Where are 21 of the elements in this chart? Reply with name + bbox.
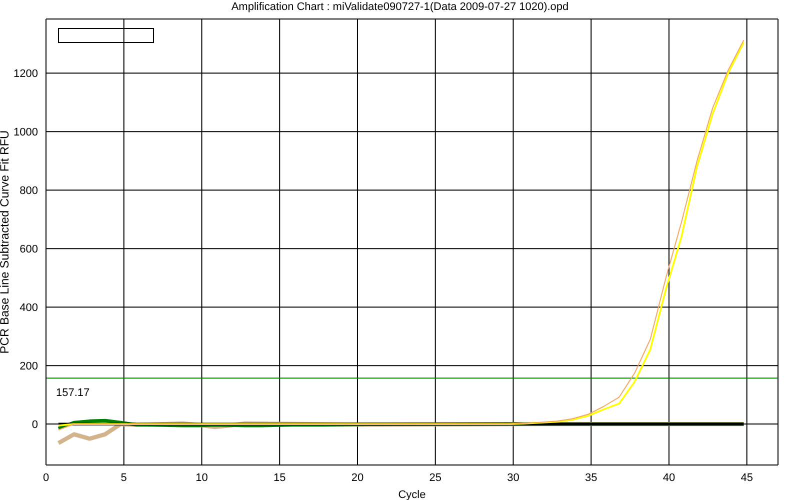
- x-tick-label: 45: [740, 472, 753, 484]
- x-tick-label: 20: [351, 472, 364, 484]
- ref-line-label: 157.17: [56, 386, 90, 399]
- x-tick-label: 40: [662, 472, 676, 484]
- x-tick-label: 10: [196, 472, 208, 484]
- y-tick-label: 800: [20, 184, 38, 197]
- x-axis-title: Cycle: [398, 489, 426, 500]
- y-tick-label: 400: [20, 302, 38, 314]
- y-axis-title: PCR Base Line Subtracted Curve Fit RFU: [0, 130, 12, 354]
- y-tick-label: 1000: [14, 126, 38, 138]
- x-tick-label: 35: [584, 472, 598, 484]
- x-tick-label: 30: [507, 472, 520, 484]
- chart-title: Amplification Chart : miValidate090727-1(Data 2009-07-27 1020).opd: [230, 1, 570, 13]
- y-tick-label: 1200: [14, 68, 38, 80]
- y-tick-label: 200: [20, 360, 38, 372]
- x-tick-label: 25: [429, 472, 442, 484]
- x-tick-label: 15: [273, 472, 286, 484]
- x-tick-label: 5: [120, 472, 127, 484]
- y-tick-label: 600: [20, 243, 38, 256]
- y-tick-label: 0: [32, 418, 38, 431]
- x-tick-label: 0: [42, 472, 50, 484]
